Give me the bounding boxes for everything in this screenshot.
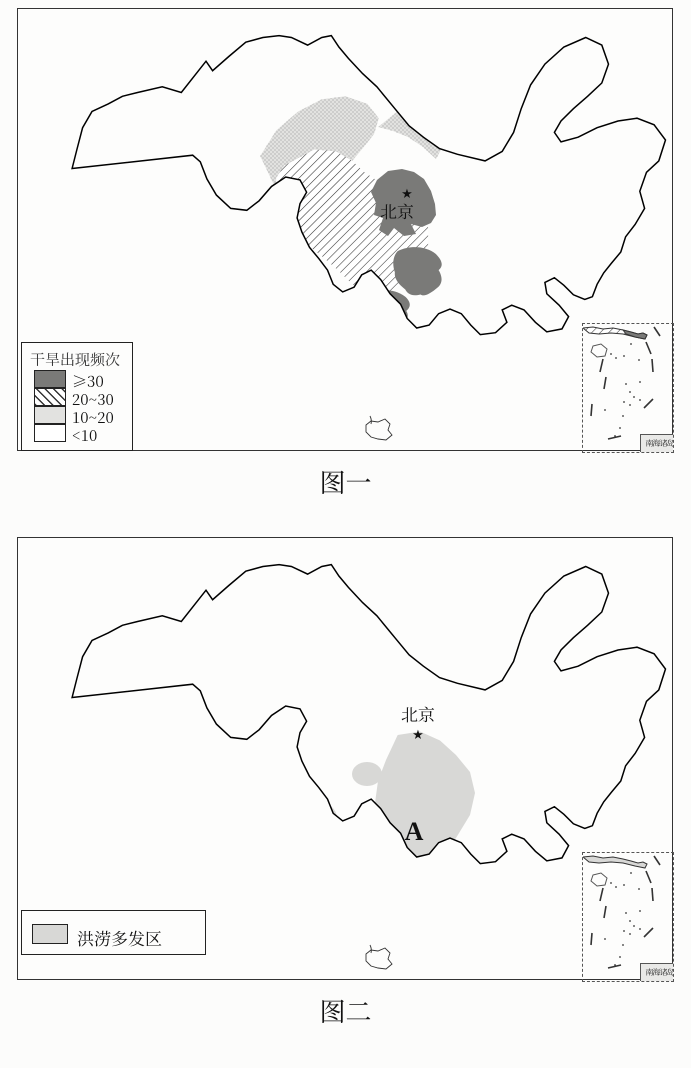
svg-text:北京: 北京 (401, 701, 435, 726)
svg-text:A: A (405, 817, 424, 846)
svg-text:北京: 北京 (380, 198, 414, 223)
svg-text:★: ★ (412, 727, 424, 742)
